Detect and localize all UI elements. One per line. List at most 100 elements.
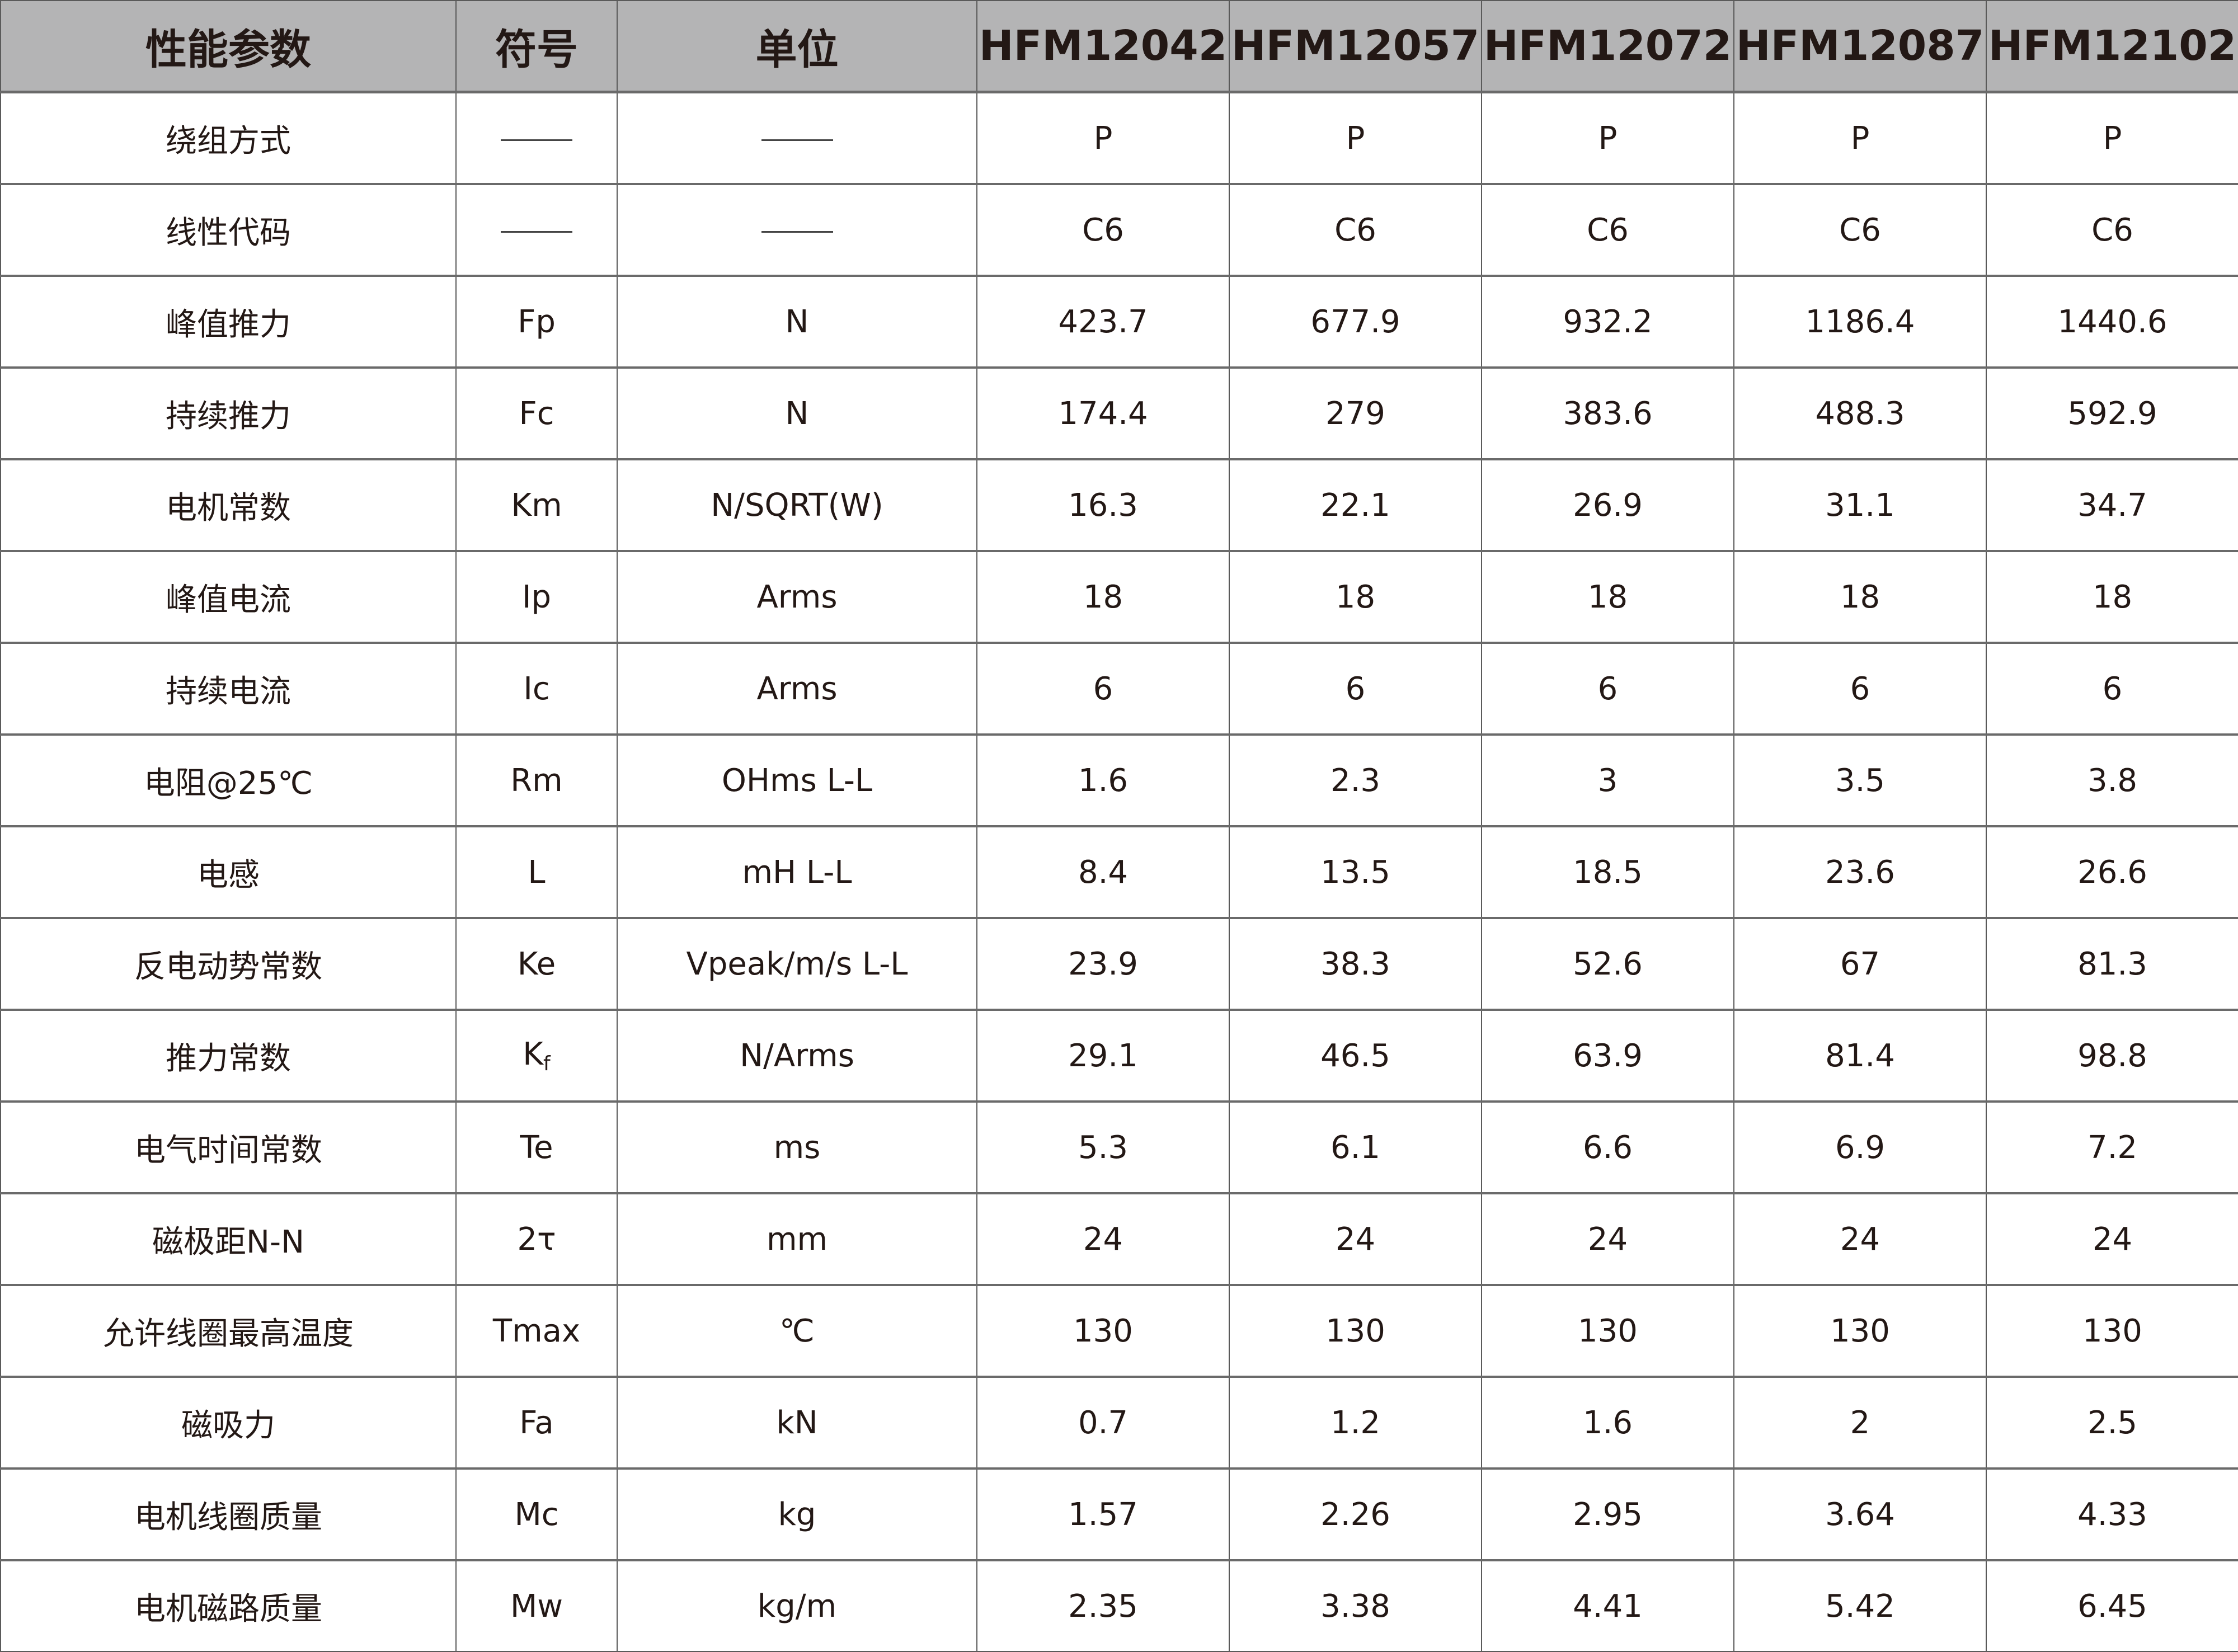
value-cell: 18 [1986,550,2238,643]
param-name: 电感 [0,825,457,919]
value-cell: 6.6 [1481,1100,1734,1194]
param-name-text: 磁极距N-N [152,1223,304,1260]
value-cell: 23.6 [1733,825,1987,919]
value-cell: 81.4 [1733,1009,1987,1102]
param-name-text: 电机常数 [166,490,291,526]
value-cell-text: 26.6 [2077,854,2147,891]
value-cell: 130 [1229,1284,1482,1377]
symbol-cell-text: Ke [517,945,556,982]
unit-cell-text: ms [773,1129,821,1166]
value-cell-text: 1.6 [1582,1404,1633,1441]
unit-cell: kg/m [617,1559,977,1652]
value-cell: 2.26 [1229,1467,1482,1561]
value-cell-text: 18 [1587,578,1628,615]
value-cell: 18 [1733,550,1987,643]
value-cell: 3.5 [1733,733,1987,827]
value-cell: 677.9 [1229,275,1482,368]
value-cell-text: C6 [1587,211,1629,248]
value-cell-text: 2.26 [1320,1496,1390,1533]
unit-cell: N/Arms [617,1009,977,1102]
dash-placeholder [501,230,572,233]
value-cell-text: 8.4 [1078,854,1129,891]
value-cell: 6 [1481,642,1734,735]
value-cell-text: C6 [1839,211,1881,248]
value-cell-text: 1440.6 [2057,303,2168,340]
value-cell-text: 3.5 [1835,762,1886,799]
param-name-text: 电机线圈质量 [134,1499,322,1536]
symbol-cell: Rm [455,733,618,827]
value-cell-text: 2.3 [1330,762,1381,799]
header-model: HFM12087 [1733,0,1987,93]
value-cell-text: 2 [1850,1404,1870,1441]
table-row: 持续推力 Fc N 174.4 279 383.6 488.3 592.9 [0,366,2238,460]
value-cell: 18 [1229,550,1482,643]
symbol-cell-text: L [528,854,546,891]
unit-cell-text: N [785,395,809,432]
value-cell: 2 [1733,1376,1987,1469]
value-cell: 1.6 [976,733,1230,827]
value-cell-text: 7.2 [2087,1129,2138,1166]
value-cell: 18 [1481,550,1734,643]
value-cell-text: 130 [2082,1312,2142,1349]
header-model: HFM12102 [1986,0,2238,93]
header-param: 性能参数 [0,0,457,93]
value-cell: 5.3 [976,1100,1230,1194]
value-cell: 932.2 [1481,275,1734,368]
value-cell-text: 6 [2102,670,2123,707]
value-cell: 3.38 [1229,1559,1482,1652]
unit-cell-text: kg [778,1496,816,1533]
value-cell-text: P [1093,120,1113,157]
value-cell-text: 46.5 [1320,1037,1390,1074]
param-name-text: 持续电流 [166,673,291,710]
value-cell-text: 3.38 [1320,1588,1390,1625]
value-cell-text: 174.4 [1058,395,1148,432]
value-cell-text: 81.3 [2077,945,2147,982]
unit-cell: kg [617,1467,977,1561]
table-row: 绕组方式 P P P P P [0,91,2238,185]
value-cell-text: 423.7 [1058,303,1148,340]
value-cell: C6 [976,183,1230,276]
unit-cell: N [617,275,977,368]
value-cell: 46.5 [1229,1009,1482,1102]
value-cell: 0.7 [976,1376,1230,1469]
value-cell: 2.5 [1986,1376,2238,1469]
unit-cell: N [617,366,977,460]
value-cell-text: P [1598,120,1618,157]
table-row: 电阻@25℃ Rm OHms L-L 1.6 2.3 3 3.5 3.8 [0,733,2238,827]
symbol-cell-text: Fc [519,395,554,432]
param-name: 峰值推力 [0,275,457,368]
value-cell-text: P [1850,120,1870,157]
dash-placeholder [761,230,833,233]
symbol-cell: Te [455,1100,618,1194]
value-cell-text: 383.6 [1563,395,1653,432]
value-cell: 24 [1229,1192,1482,1286]
param-name-text: 允许线圈最高温度 [103,1315,354,1352]
table-row: 电机线圈质量 Mc kg 1.57 2.26 2.95 3.64 4.33 [0,1467,2238,1561]
symbol-cell [455,183,618,276]
param-name: 持续推力 [0,366,457,460]
value-cell-text: 2.5 [2087,1404,2138,1441]
value-cell: 7.2 [1986,1100,2238,1194]
value-cell: 26.6 [1986,825,2238,919]
value-cell: P [1733,91,1987,185]
value-cell: 8.4 [976,825,1230,919]
value-cell-text: 98.8 [2077,1037,2147,1074]
value-cell-text: 81.4 [1825,1037,1895,1074]
value-cell: 31.1 [1733,458,1987,552]
value-cell-text: 34.7 [2077,487,2147,524]
symbol-cell: L [455,825,618,919]
unit-cell-text: kg/m [757,1588,837,1625]
value-cell: 67 [1733,917,1987,1010]
value-cell-text: 130 [1073,1312,1133,1349]
unit-cell-text: Arms [756,578,838,615]
value-cell-text: 1.2 [1330,1404,1381,1441]
value-cell-text: 24 [1083,1221,1123,1258]
value-cell: 1.57 [976,1467,1230,1561]
unit-cell: OHms L-L [617,733,977,827]
table-row: 持续电流 Ic Arms 6 6 6 6 6 [0,642,2238,735]
header-symbol: 符号 [455,0,618,93]
value-cell: 1.2 [1229,1376,1482,1469]
unit-cell: Arms [617,642,977,735]
param-name-text: 磁吸力 [181,1407,275,1444]
param-name: 磁吸力 [0,1376,457,1469]
